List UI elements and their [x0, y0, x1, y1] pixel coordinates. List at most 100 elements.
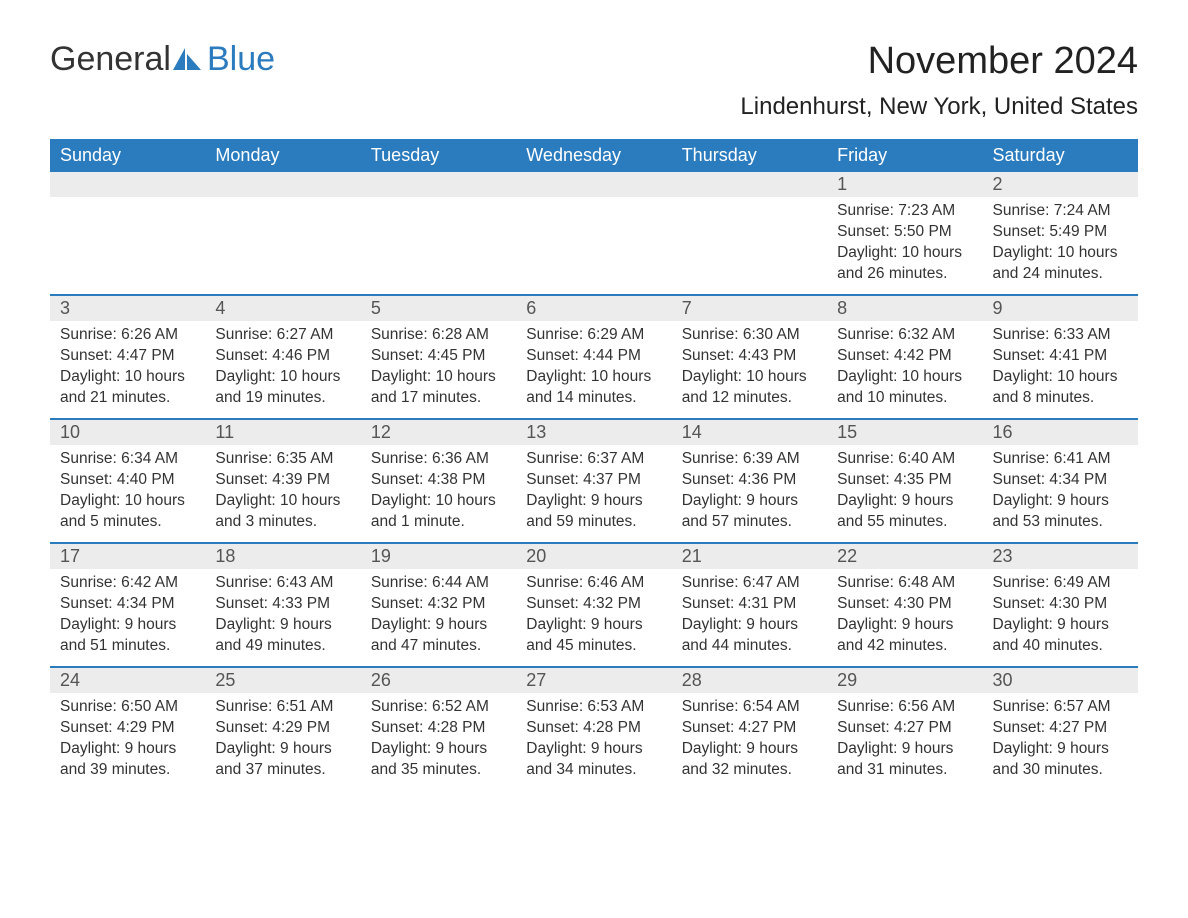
day-number: 22 [827, 544, 982, 569]
day-body: Sunrise: 6:39 AMSunset: 4:36 PMDaylight:… [672, 445, 827, 541]
day-number: 25 [205, 668, 360, 693]
location: Lindenhurst, New York, United States [740, 93, 1138, 121]
header: General Blue November 2024 Lindenhurst, … [50, 40, 1138, 121]
day-body: Sunrise: 6:41 AMSunset: 4:34 PMDaylight:… [983, 445, 1138, 541]
day-cell: 15Sunrise: 6:40 AMSunset: 4:35 PMDayligh… [827, 420, 982, 542]
day-cell: 16Sunrise: 6:41 AMSunset: 4:34 PMDayligh… [983, 420, 1138, 542]
day-number: 7 [672, 296, 827, 321]
day-number: 13 [516, 420, 671, 445]
day-body: Sunrise: 6:28 AMSunset: 4:45 PMDaylight:… [361, 321, 516, 417]
day-body: Sunrise: 6:35 AMSunset: 4:39 PMDaylight:… [205, 445, 360, 541]
sunset-text: Sunset: 4:32 PM [526, 594, 661, 615]
sunrise-text: Sunrise: 6:49 AM [993, 573, 1128, 594]
day-body: Sunrise: 6:50 AMSunset: 4:29 PMDaylight:… [50, 693, 205, 789]
sunrise-text: Sunrise: 6:48 AM [837, 573, 972, 594]
sunset-text: Sunset: 4:38 PM [371, 470, 506, 491]
sunset-text: Sunset: 4:41 PM [993, 346, 1128, 367]
day-cell: 12Sunrise: 6:36 AMSunset: 4:38 PMDayligh… [361, 420, 516, 542]
day-number: 12 [361, 420, 516, 445]
day-body: Sunrise: 6:33 AMSunset: 4:41 PMDaylight:… [983, 321, 1138, 417]
day-number [516, 172, 671, 197]
sunrise-text: Sunrise: 6:37 AM [526, 449, 661, 470]
day-cell: 28Sunrise: 6:54 AMSunset: 4:27 PMDayligh… [672, 668, 827, 790]
day-number [205, 172, 360, 197]
dow-cell: Thursday [672, 139, 827, 172]
sunset-text: Sunset: 4:27 PM [837, 718, 972, 739]
day-body: Sunrise: 6:43 AMSunset: 4:33 PMDaylight:… [205, 569, 360, 665]
sunrise-text: Sunrise: 7:23 AM [837, 201, 972, 222]
sunset-text: Sunset: 4:28 PM [526, 718, 661, 739]
day-cell: 24Sunrise: 6:50 AMSunset: 4:29 PMDayligh… [50, 668, 205, 790]
day-body: Sunrise: 7:24 AMSunset: 5:49 PMDaylight:… [983, 197, 1138, 293]
day-body: Sunrise: 6:48 AMSunset: 4:30 PMDaylight:… [827, 569, 982, 665]
sunrise-text: Sunrise: 6:51 AM [215, 697, 350, 718]
day-cell: 14Sunrise: 6:39 AMSunset: 4:36 PMDayligh… [672, 420, 827, 542]
day-cell: 17Sunrise: 6:42 AMSunset: 4:34 PMDayligh… [50, 544, 205, 666]
daylight-text: Daylight: 9 hours and 49 minutes. [215, 615, 350, 657]
daylight-text: Daylight: 9 hours and 37 minutes. [215, 739, 350, 781]
sunset-text: Sunset: 4:47 PM [60, 346, 195, 367]
day-number: 24 [50, 668, 205, 693]
sunset-text: Sunset: 4:30 PM [837, 594, 972, 615]
sunrise-text: Sunrise: 6:42 AM [60, 573, 195, 594]
daylight-text: Daylight: 9 hours and 59 minutes. [526, 491, 661, 533]
day-cell: 4Sunrise: 6:27 AMSunset: 4:46 PMDaylight… [205, 296, 360, 418]
daylight-text: Daylight: 10 hours and 8 minutes. [993, 367, 1128, 409]
sunrise-text: Sunrise: 6:32 AM [837, 325, 972, 346]
day-number: 23 [983, 544, 1138, 569]
sunrise-text: Sunrise: 6:33 AM [993, 325, 1128, 346]
day-body: Sunrise: 6:26 AMSunset: 4:47 PMDaylight:… [50, 321, 205, 417]
daylight-text: Daylight: 9 hours and 57 minutes. [682, 491, 817, 533]
day-body: Sunrise: 6:54 AMSunset: 4:27 PMDaylight:… [672, 693, 827, 789]
day-number: 19 [361, 544, 516, 569]
daylight-text: Daylight: 10 hours and 1 minute. [371, 491, 506, 533]
day-cell [361, 172, 516, 294]
daylight-text: Daylight: 9 hours and 51 minutes. [60, 615, 195, 657]
day-number: 1 [827, 172, 982, 197]
sunrise-text: Sunrise: 6:57 AM [993, 697, 1128, 718]
day-cell: 30Sunrise: 6:57 AMSunset: 4:27 PMDayligh… [983, 668, 1138, 790]
day-cell: 19Sunrise: 6:44 AMSunset: 4:32 PMDayligh… [361, 544, 516, 666]
daylight-text: Daylight: 10 hours and 21 minutes. [60, 367, 195, 409]
daylight-text: Daylight: 9 hours and 35 minutes. [371, 739, 506, 781]
daylight-text: Daylight: 9 hours and 40 minutes. [993, 615, 1128, 657]
week-row: 24Sunrise: 6:50 AMSunset: 4:29 PMDayligh… [50, 666, 1138, 790]
week-row: 3Sunrise: 6:26 AMSunset: 4:47 PMDaylight… [50, 294, 1138, 418]
day-body: Sunrise: 6:53 AMSunset: 4:28 PMDaylight:… [516, 693, 671, 789]
week-row: 17Sunrise: 6:42 AMSunset: 4:34 PMDayligh… [50, 542, 1138, 666]
week-row: 1Sunrise: 7:23 AMSunset: 5:50 PMDaylight… [50, 172, 1138, 294]
sunrise-text: Sunrise: 6:39 AM [682, 449, 817, 470]
sunrise-text: Sunrise: 6:28 AM [371, 325, 506, 346]
sunrise-text: Sunrise: 6:40 AM [837, 449, 972, 470]
day-number: 10 [50, 420, 205, 445]
sunset-text: Sunset: 4:43 PM [682, 346, 817, 367]
dow-cell: Wednesday [516, 139, 671, 172]
daylight-text: Daylight: 10 hours and 19 minutes. [215, 367, 350, 409]
daylight-text: Daylight: 9 hours and 47 minutes. [371, 615, 506, 657]
day-number: 3 [50, 296, 205, 321]
sunset-text: Sunset: 4:36 PM [682, 470, 817, 491]
daylight-text: Daylight: 9 hours and 53 minutes. [993, 491, 1128, 533]
day-number: 21 [672, 544, 827, 569]
day-cell: 2Sunrise: 7:24 AMSunset: 5:49 PMDaylight… [983, 172, 1138, 294]
sunset-text: Sunset: 4:32 PM [371, 594, 506, 615]
dow-cell: Saturday [983, 139, 1138, 172]
sunrise-text: Sunrise: 6:30 AM [682, 325, 817, 346]
day-number: 8 [827, 296, 982, 321]
sunrise-text: Sunrise: 6:52 AM [371, 697, 506, 718]
day-cell: 9Sunrise: 6:33 AMSunset: 4:41 PMDaylight… [983, 296, 1138, 418]
day-body: Sunrise: 6:56 AMSunset: 4:27 PMDaylight:… [827, 693, 982, 789]
title-block: November 2024 Lindenhurst, New York, Uni… [740, 40, 1138, 121]
daylight-text: Daylight: 10 hours and 17 minutes. [371, 367, 506, 409]
day-cell: 3Sunrise: 6:26 AMSunset: 4:47 PMDaylight… [50, 296, 205, 418]
daylight-text: Daylight: 9 hours and 32 minutes. [682, 739, 817, 781]
day-cell: 29Sunrise: 6:56 AMSunset: 4:27 PMDayligh… [827, 668, 982, 790]
day-cell [516, 172, 671, 294]
daylight-text: Daylight: 10 hours and 24 minutes. [993, 243, 1128, 285]
day-cell: 22Sunrise: 6:48 AMSunset: 4:30 PMDayligh… [827, 544, 982, 666]
day-cell: 6Sunrise: 6:29 AMSunset: 4:44 PMDaylight… [516, 296, 671, 418]
sunrise-text: Sunrise: 6:50 AM [60, 697, 195, 718]
dow-cell: Sunday [50, 139, 205, 172]
day-number: 16 [983, 420, 1138, 445]
sunrise-text: Sunrise: 6:46 AM [526, 573, 661, 594]
